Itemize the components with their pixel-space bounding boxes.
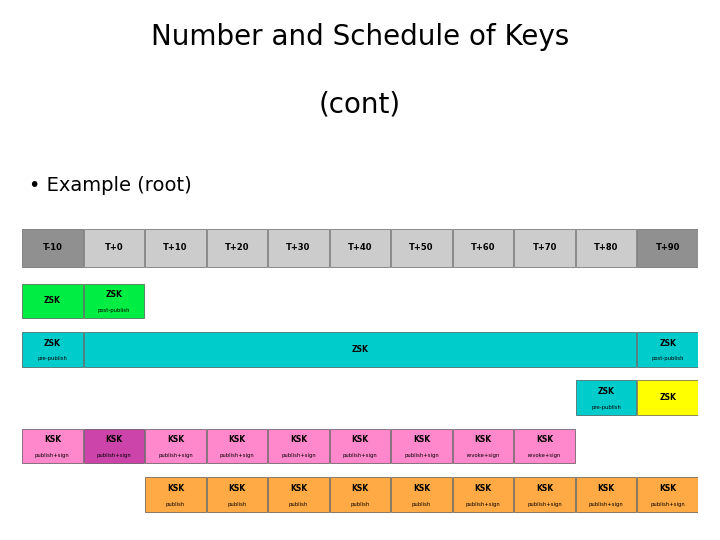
Text: KSK: KSK <box>167 484 184 492</box>
Text: pre-publish: pre-publish <box>591 405 621 410</box>
Bar <box>269 477 329 512</box>
Text: publish+sign: publish+sign <box>527 502 562 507</box>
Text: publish: publish <box>351 502 369 507</box>
Bar <box>514 477 575 512</box>
Text: KSK: KSK <box>474 435 492 444</box>
Text: KSK: KSK <box>228 435 246 444</box>
Text: KSK: KSK <box>598 484 615 492</box>
Text: T+20: T+20 <box>225 244 249 253</box>
Bar <box>22 284 83 318</box>
Text: T+0: T+0 <box>104 244 123 253</box>
Text: publish: publish <box>412 502 431 507</box>
Text: KSK: KSK <box>413 484 430 492</box>
Text: T+30: T+30 <box>287 244 310 253</box>
Text: KSK: KSK <box>290 435 307 444</box>
Text: KSK: KSK <box>659 484 676 492</box>
Text: publish+sign: publish+sign <box>589 502 624 507</box>
Text: publish+sign: publish+sign <box>158 453 193 458</box>
Text: ZSK: ZSK <box>105 290 122 299</box>
Bar <box>637 477 698 512</box>
Text: publish+sign: publish+sign <box>466 502 500 507</box>
Text: T+80: T+80 <box>594 244 618 253</box>
Text: KSK: KSK <box>167 435 184 444</box>
Text: T+50: T+50 <box>409 244 433 253</box>
Text: publish+sign: publish+sign <box>343 453 377 458</box>
Bar <box>453 477 513 512</box>
Text: KSK: KSK <box>536 435 553 444</box>
Bar <box>330 477 390 512</box>
Bar <box>576 229 636 267</box>
Bar <box>637 332 698 367</box>
Text: KSK: KSK <box>536 484 553 492</box>
Text: pre-publish: pre-publish <box>37 356 67 361</box>
Text: T-10: T-10 <box>42 244 63 253</box>
Bar <box>84 284 144 318</box>
Text: publish+sign: publish+sign <box>650 502 685 507</box>
Text: publish+sign: publish+sign <box>281 453 316 458</box>
Text: post-publish: post-publish <box>98 308 130 313</box>
Bar <box>22 332 83 367</box>
Text: ZSK: ZSK <box>44 339 60 348</box>
Bar <box>637 380 698 415</box>
Text: T+90: T+90 <box>655 244 680 253</box>
Text: revoke+sign: revoke+sign <box>467 453 500 458</box>
Text: publish+sign: publish+sign <box>35 453 70 458</box>
Text: publish+sign: publish+sign <box>220 453 254 458</box>
Text: revoke+sign: revoke+sign <box>528 453 562 458</box>
Text: KSK: KSK <box>351 435 369 444</box>
Text: publish: publish <box>166 502 185 507</box>
Bar <box>391 229 451 267</box>
Bar <box>514 429 575 463</box>
Text: KSK: KSK <box>44 435 61 444</box>
Text: publish+sign: publish+sign <box>404 453 439 458</box>
Text: KSK: KSK <box>351 484 369 492</box>
Bar <box>391 477 451 512</box>
Text: T+60: T+60 <box>471 244 495 253</box>
Bar <box>145 477 206 512</box>
Bar <box>514 229 575 267</box>
Text: ZSK: ZSK <box>660 339 676 348</box>
Bar <box>145 229 206 267</box>
Text: publish+sign: publish+sign <box>96 453 131 458</box>
Bar <box>453 229 513 267</box>
Text: publish: publish <box>228 502 246 507</box>
Text: publish: publish <box>289 502 308 507</box>
Bar <box>22 429 83 463</box>
Bar <box>391 429 451 463</box>
Bar <box>576 380 636 415</box>
Bar <box>207 229 267 267</box>
Bar <box>84 429 144 463</box>
Text: KSK: KSK <box>228 484 246 492</box>
Bar <box>269 429 329 463</box>
Bar <box>637 229 698 267</box>
Text: post-publish: post-publish <box>652 356 684 361</box>
Bar <box>84 332 636 367</box>
Bar <box>330 229 390 267</box>
Text: ZSK: ZSK <box>598 387 615 396</box>
Text: T+70: T+70 <box>532 244 557 253</box>
Text: ZSK: ZSK <box>660 393 676 402</box>
Bar <box>330 429 390 463</box>
Bar <box>22 229 83 267</box>
Text: KSK: KSK <box>413 435 430 444</box>
Text: T+10: T+10 <box>163 244 188 253</box>
Bar <box>576 477 636 512</box>
Bar <box>269 229 329 267</box>
Bar <box>207 477 267 512</box>
Text: KSK: KSK <box>290 484 307 492</box>
Text: Number and Schedule of Keys: Number and Schedule of Keys <box>151 23 569 51</box>
Text: KSK: KSK <box>105 435 122 444</box>
Bar <box>84 229 144 267</box>
Text: ZSK: ZSK <box>351 345 369 354</box>
Bar <box>145 429 206 463</box>
Text: • Example (root): • Example (root) <box>29 177 192 195</box>
Bar <box>453 429 513 463</box>
Text: ZSK: ZSK <box>44 296 60 306</box>
Text: KSK: KSK <box>474 484 492 492</box>
Bar <box>207 429 267 463</box>
Text: T+40: T+40 <box>348 244 372 253</box>
Text: (cont): (cont) <box>319 91 401 119</box>
